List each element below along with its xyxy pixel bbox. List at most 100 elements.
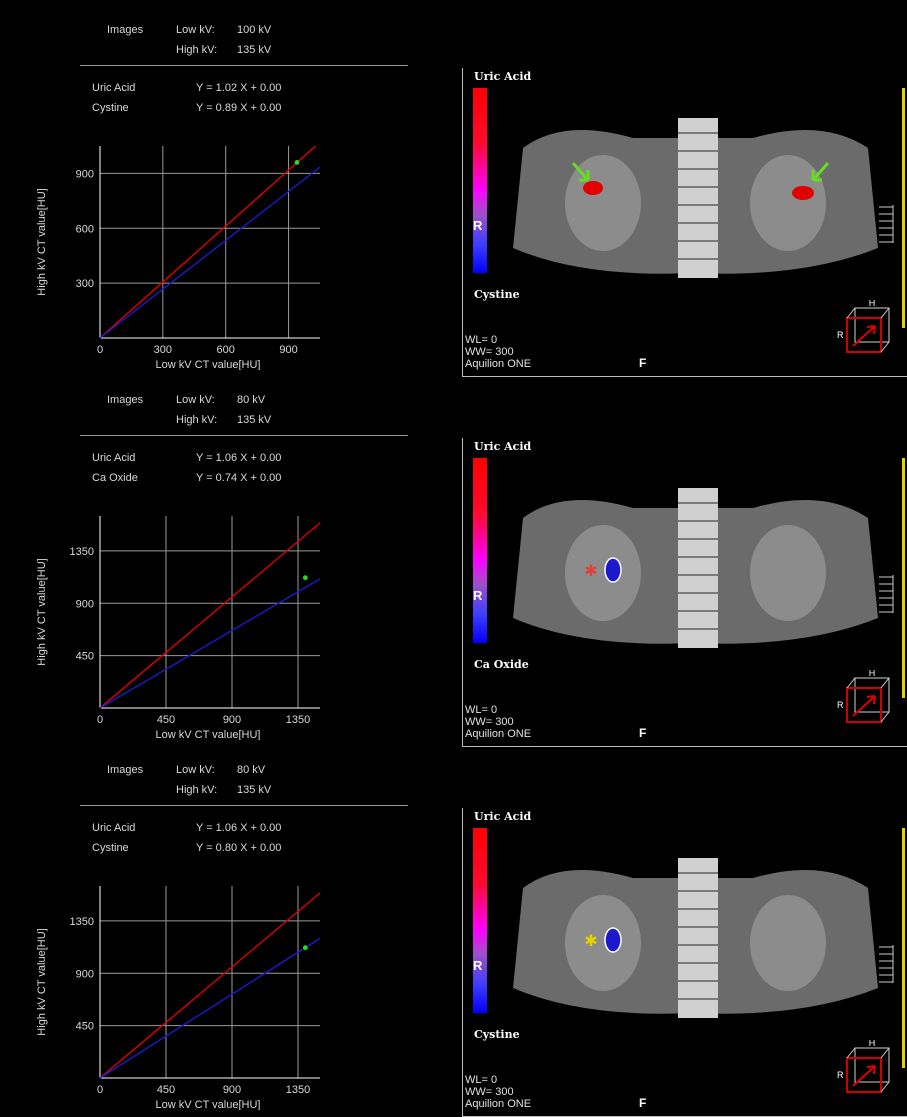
x-tick-label: 0 — [97, 714, 103, 726]
right-kidney — [565, 155, 641, 251]
arrow-icon — [811, 162, 830, 182]
cube-edge — [880, 1047, 890, 1059]
scale-ruler — [873, 573, 901, 617]
cube-h-label: H — [869, 1040, 876, 1048]
y-tick-label: 450 — [76, 1021, 94, 1033]
orientation-r-label: R — [473, 958, 483, 973]
cube-back-face — [854, 307, 890, 343]
cube-svg: HR — [837, 668, 890, 723]
x-tick-label: 0 — [97, 344, 103, 356]
x-axis-label: Low kV CT value[HU] — [156, 729, 261, 740]
material-1-equation: Y = 1.02 X + 0.00 — [196, 82, 282, 94]
spine — [678, 858, 718, 1018]
spine — [678, 118, 718, 278]
y-tick-label: 900 — [76, 168, 94, 180]
x-axis-label: Low kV CT value[HU] — [156, 359, 261, 370]
scanner-text: Aquilion ONE — [465, 358, 532, 370]
cube-edge — [880, 677, 890, 689]
scatter-chart: 0 450 900 1350 450 900 1350 Low kV CT value[HU]… — [30, 508, 330, 740]
asterisk-marker-icon: ✱ — [584, 931, 597, 950]
y-axis-label: High kV CT value[HU] — [36, 928, 48, 1035]
low-kv-value: 80 kV — [237, 394, 266, 406]
scroll-indicator[interactable] — [902, 88, 905, 328]
cube-front-face — [846, 1057, 882, 1093]
high-kv-label: High kV: — [176, 44, 218, 56]
separator — [80, 435, 408, 436]
x-tick-label: 600 — [217, 344, 235, 356]
high-kv-value: 135 kV — [237, 414, 272, 426]
window-level: WL= 0 — [465, 1074, 497, 1086]
arrow-icon — [571, 162, 590, 182]
ct-viewport[interactable]: Uric Acid R Ca Oxide ✱ WL= 0 WW= 300 Aqu… — [462, 438, 907, 747]
cube-back-face — [854, 677, 890, 713]
ct-image-svg — [513, 118, 878, 278]
material-2-name: Cystine — [92, 102, 129, 114]
scatter-chart: 0 300 600 900 300 600 900 Low kV CT value[HU] Hi… — [30, 138, 330, 370]
orientation-f-label: F — [639, 726, 647, 740]
data-point — [302, 575, 308, 581]
panel-dual-energy-1: Images Low kV: 100 kV High kV: 135 kV Ur… — [0, 0, 907, 377]
cube-h-label: H — [869, 670, 876, 678]
ct-viewport[interactable]: Uric Acid R Cystine WL= 0 WW= 300 Aquili… — [462, 68, 907, 377]
low-kv-label: Low kV: — [176, 24, 215, 36]
material-1-name: Uric Acid — [92, 822, 136, 834]
x-tick-label: 450 — [157, 714, 175, 726]
window-width: WW= 300 — [465, 716, 514, 728]
cube-back-face — [854, 1047, 890, 1083]
x-axis-label: Low kV CT value[HU] — [156, 1099, 261, 1110]
color-bar-top-label: Uric Acid — [474, 70, 532, 83]
series-line-2 — [99, 166, 321, 339]
wl-text: WL= 0 — [465, 704, 498, 716]
scale-ruler — [873, 203, 901, 247]
images-label: Images — [107, 764, 144, 776]
x-tick-label: 900 — [223, 714, 241, 726]
ruler-svg — [879, 575, 894, 613]
ruler-svg — [879, 205, 894, 243]
stone-blue — [604, 557, 622, 583]
x-tick-label: 1350 — [286, 1084, 310, 1096]
y-tick-label: 900 — [76, 598, 94, 610]
scatter-chart: 0 450 900 1350 450 900 1350 Low kV CT value[HU]… — [30, 878, 330, 1110]
stone-uric-acid — [792, 186, 814, 200]
orientation-r-label: R — [473, 588, 483, 603]
ct-viewport[interactable]: Uric Acid R Cystine ✱ WL= 0 WW= 300 Aqui… — [462, 808, 907, 1117]
high-kv-value: 135 kV — [237, 44, 272, 56]
material-2-equation: Y = 0.80 X + 0.00 — [196, 842, 282, 854]
series-line-1 — [99, 892, 321, 1079]
y-tick-label: 1350 — [70, 546, 94, 558]
images-label: Images — [107, 394, 144, 406]
ww-text: WW= 300 — [465, 716, 514, 728]
y-tick-label: 300 — [76, 278, 94, 290]
ww-text: WW= 300 — [465, 346, 514, 358]
y-tick-label: 900 — [76, 968, 94, 980]
separator — [80, 65, 408, 66]
stone-blue — [604, 927, 622, 953]
low-kv-value: 100 kV — [237, 24, 272, 36]
window-level: WL= 0 — [465, 704, 497, 716]
ct-image-svg: ✱ — [513, 488, 878, 648]
x-tick-label: 450 — [157, 1084, 175, 1096]
wl-text: WL= 0 — [465, 1074, 498, 1086]
window-width: WW= 300 — [465, 1086, 514, 1098]
cube-front-face — [846, 317, 882, 353]
left-kidney — [750, 525, 826, 621]
scroll-indicator[interactable] — [902, 458, 905, 698]
cube-edge — [880, 307, 890, 319]
series-line-1 — [99, 522, 321, 709]
high-kv-label: High kV: — [176, 784, 218, 796]
color-bar — [473, 88, 487, 273]
chart-svg: 0 450 900 1350 450 900 1350 Low kV CT value[HU]… — [36, 516, 321, 740]
y-tick-label: 600 — [76, 223, 94, 235]
scroll-indicator[interactable] — [902, 828, 905, 1068]
low-kv-label: Low kV: — [176, 394, 215, 406]
material-2-name: Cystine — [92, 842, 129, 854]
series-line-2 — [99, 578, 321, 709]
cube-h-label: H — [869, 300, 876, 308]
right-kidney — [565, 525, 641, 621]
color-bar-bottom-label: Ca Oxide — [474, 658, 529, 671]
ct-kidney-image: ✱ — [503, 478, 888, 653]
high-kv-value: 135 kV — [237, 784, 272, 796]
